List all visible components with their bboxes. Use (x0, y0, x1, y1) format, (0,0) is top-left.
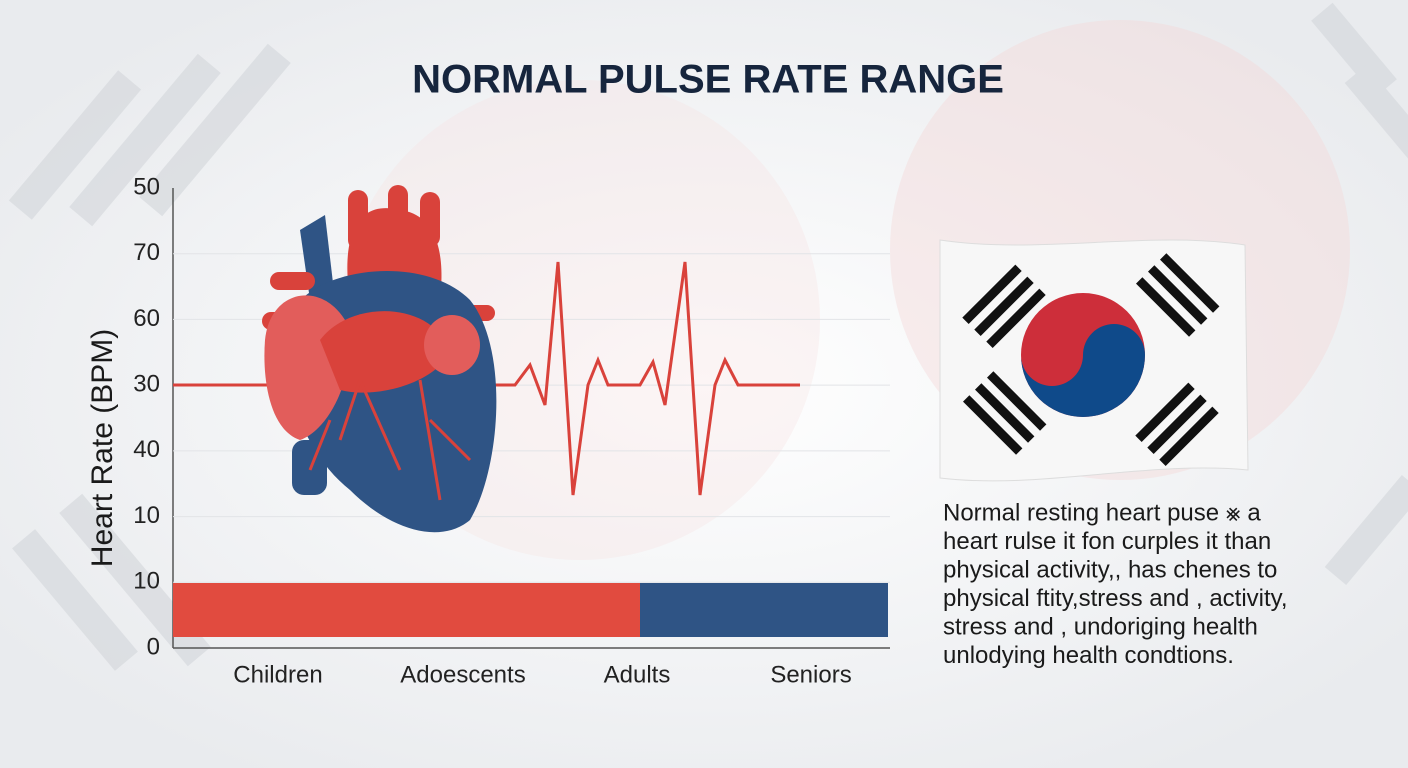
korean-flag (939, 239, 1249, 482)
description-line: physical ftity,stress and , activity, (943, 585, 1288, 612)
description-line: physical activity,, has chenes to (943, 556, 1277, 583)
bar-red (173, 583, 640, 637)
y-axis-label: Heart Rate (BPM) (86, 329, 119, 567)
category-label: Seniors (770, 661, 851, 688)
y-tick-label: 10 (133, 568, 160, 595)
category-label: Adults (604, 661, 671, 688)
heart (262, 185, 497, 533)
title: NORMAL PULSE RATE RANGE (412, 58, 1004, 102)
category-label: Children (233, 661, 322, 688)
categories: Children Adoescents Adults Seniors (233, 661, 851, 688)
y-tick-label: 70 (133, 239, 160, 266)
y-tick-label: 40 (133, 436, 160, 463)
category-label: Adoescents (400, 661, 525, 688)
y-tick-label: 30 (133, 370, 160, 397)
y-tick-label: 10 (133, 502, 160, 529)
description-line: Normal resting heart puse ⨳ a (943, 499, 1261, 526)
y-ticks: 50 70 60 30 40 10 10 0 (133, 173, 890, 660)
bar-blue (640, 583, 888, 637)
y-tick-label: 50 (133, 173, 160, 200)
y-tick-label: 60 (133, 305, 160, 332)
description-line: unlodying health condtions. (943, 642, 1234, 669)
ecg-line (173, 261, 800, 496)
description-line: stress and , undoriging health (943, 613, 1258, 640)
description-line: heart rulse it fon curples it than (943, 528, 1271, 555)
y-tick-label: 0 (147, 633, 160, 660)
